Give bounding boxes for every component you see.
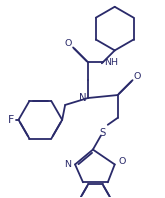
Text: N: N [65,160,72,169]
Text: F: F [7,115,14,125]
Text: O: O [134,72,141,81]
Text: N: N [79,93,87,103]
Text: O: O [119,157,126,166]
Text: NH: NH [104,58,118,67]
Text: S: S [100,128,106,138]
Text: O: O [65,39,72,48]
